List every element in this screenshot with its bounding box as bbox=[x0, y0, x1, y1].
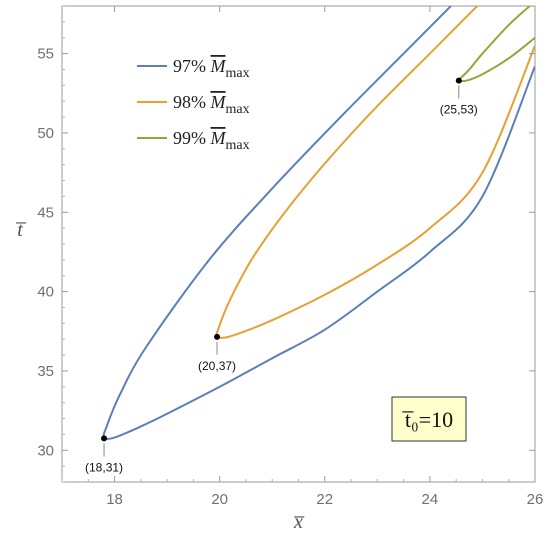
annotation-point bbox=[455, 77, 462, 84]
legend-item: 97% Mmax bbox=[137, 56, 250, 81]
annotation-point bbox=[214, 333, 221, 340]
x-axis-label: x̅ bbox=[293, 511, 305, 533]
annotation-label: (18,31) bbox=[85, 460, 123, 474]
x-tick-label: 22 bbox=[316, 491, 333, 508]
x-tick-label: 24 bbox=[422, 491, 439, 508]
series-line-97pct bbox=[102, 6, 535, 440]
legend-label: 97% Mmax bbox=[173, 56, 250, 81]
legend-label: 98% Mmax bbox=[173, 92, 250, 117]
legend-item: 98% Mmax bbox=[137, 92, 250, 117]
legend-item: 99% Mmax bbox=[137, 128, 250, 153]
series-line-99pct bbox=[457, 6, 535, 83]
x-tick-label: 18 bbox=[106, 491, 123, 508]
y-axis-label: t̅ bbox=[15, 219, 27, 241]
y-tick-label: 40 bbox=[37, 284, 54, 301]
annotation-label: (25,53) bbox=[440, 103, 478, 117]
legend-label: 99% Mmax bbox=[173, 128, 250, 153]
x-tick-label: 20 bbox=[211, 491, 228, 508]
inset-text: t̅₀=10 bbox=[402, 407, 453, 432]
y-tick-label: 35 bbox=[37, 363, 54, 380]
series-line-98pct bbox=[215, 6, 535, 339]
inset-box bbox=[391, 396, 467, 442]
y-tick-label: 45 bbox=[37, 204, 54, 221]
annotation-point bbox=[101, 435, 108, 442]
y-tick-label: 30 bbox=[37, 442, 54, 459]
x-tick-label: 26 bbox=[527, 491, 544, 508]
y-tick-label: 55 bbox=[37, 46, 54, 63]
annotation-label: (20,37) bbox=[198, 359, 236, 373]
y-tick-label: 50 bbox=[37, 125, 54, 142]
